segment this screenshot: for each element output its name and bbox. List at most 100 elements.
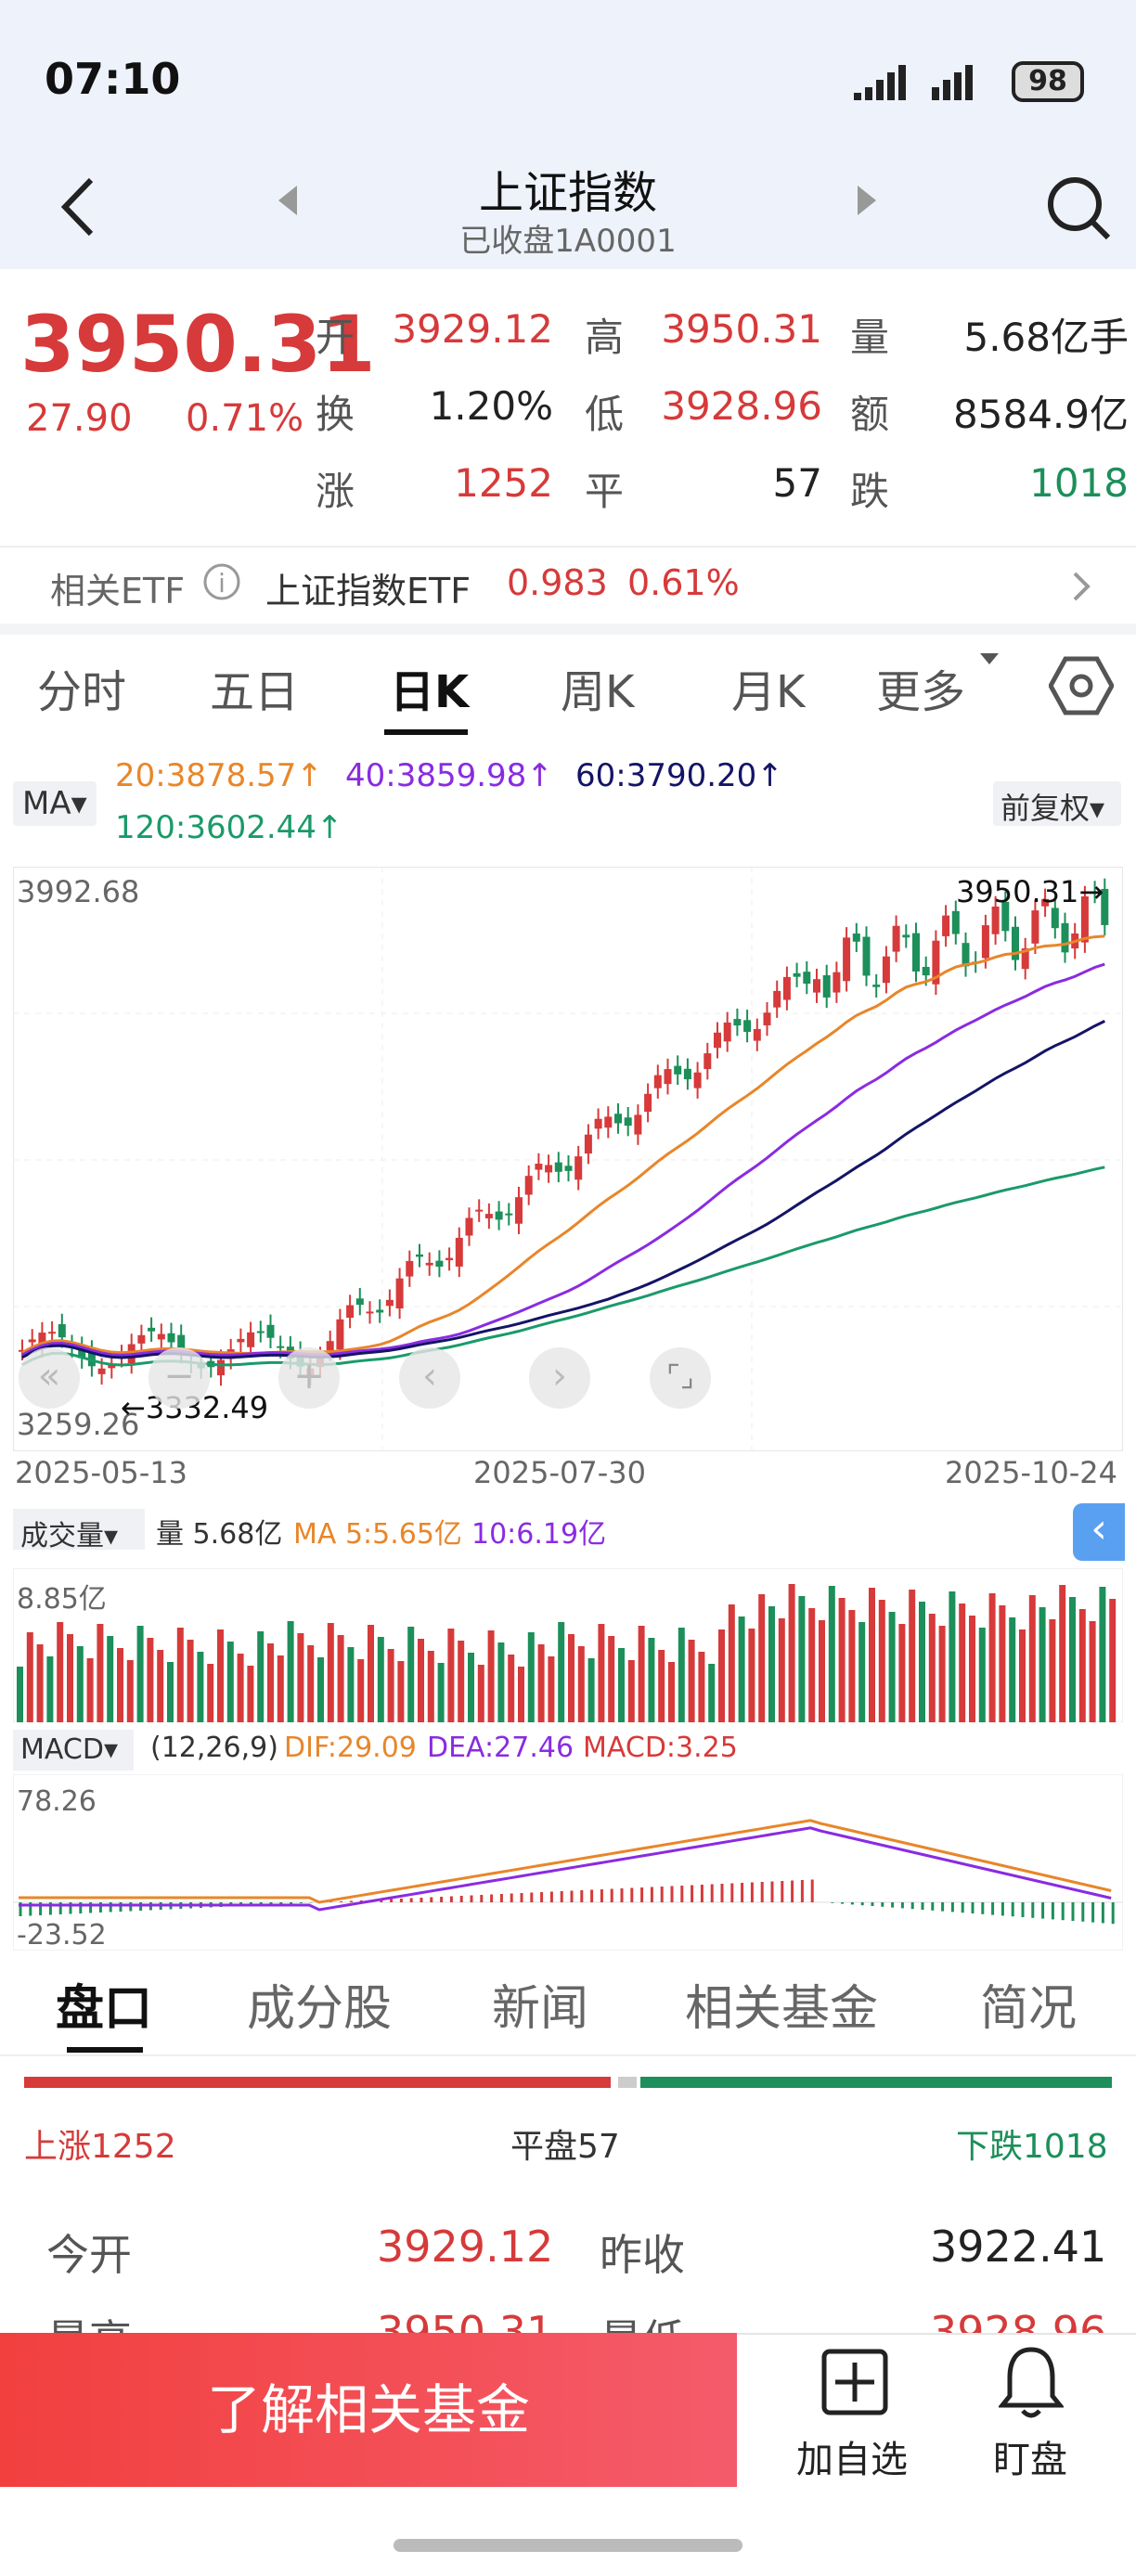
candle-body <box>435 1260 444 1268</box>
quote-label-1: 高 <box>585 315 625 360</box>
volume-bar <box>247 1666 254 1722</box>
scroll-left-icon[interactable]: ‹ <box>399 1347 460 1409</box>
back-icon[interactable] <box>56 174 102 239</box>
search-icon[interactable] <box>1043 173 1114 243</box>
header <box>0 139 1136 269</box>
bottom-tab-4[interactable]: 简况 <box>980 1981 1078 2037</box>
candle-body <box>1061 922 1069 953</box>
volume-bar <box>848 1610 856 1722</box>
candle-body <box>704 1053 712 1070</box>
breadth-flat-bar <box>618 2077 637 2088</box>
battery-icon: 98 <box>1012 61 1084 102</box>
volume-bar <box>337 1635 344 1722</box>
ma20-value: 20:3878.57↑ <box>115 757 323 794</box>
tab-period-1[interactable]: 五日 <box>210 666 300 718</box>
bottom-tab-0[interactable]: 盘口 <box>56 1981 153 2037</box>
candle-body <box>1031 910 1039 944</box>
macd-chart[interactable] <box>13 1774 1123 1951</box>
info-icon[interactable]: i <box>202 562 241 601</box>
bottom-tab-2[interactable]: 新闻 <box>492 1981 589 2037</box>
candle-body <box>475 1209 484 1212</box>
volume-bar <box>226 1642 234 1722</box>
volume-bar <box>407 1627 415 1722</box>
candle-body <box>237 1338 245 1343</box>
volume-bar <box>527 1632 535 1722</box>
volume-bar <box>307 1645 315 1722</box>
candle-body <box>1080 896 1089 943</box>
quote-value-5: 8584.9亿 <box>953 392 1129 437</box>
candle-body <box>355 1298 364 1306</box>
candle-body <box>395 1278 404 1309</box>
ma-selector[interactable]: MA▾ <box>13 781 97 826</box>
learn-funds-button[interactable]: 了解相关基金 <box>0 2333 737 2487</box>
candle-body <box>524 1176 533 1195</box>
settings-icon[interactable] <box>1049 653 1114 718</box>
scroll-right-icon[interactable]: › <box>529 1347 590 1409</box>
price-change-pct: 0.71% <box>186 397 304 440</box>
quote-label-7: 平 <box>585 469 625 514</box>
candle-body <box>574 1156 583 1180</box>
candle-body <box>495 1211 503 1220</box>
date-start: 2025-05-13 <box>15 1455 187 1490</box>
candles <box>19 878 1109 1386</box>
volume-bar <box>688 1640 695 1722</box>
candle-body <box>535 1164 543 1170</box>
breadth-up-bar <box>24 2077 611 2088</box>
prev-stock-icon[interactable] <box>275 182 303 219</box>
ma-line <box>21 934 1105 1355</box>
candle-body <box>87 1350 96 1367</box>
volume-bar <box>357 1659 365 1722</box>
volume-bar <box>477 1665 484 1722</box>
volume-bar <box>808 1608 816 1722</box>
tab-period-4[interactable]: 月K <box>731 666 806 718</box>
candle-body <box>843 937 851 982</box>
scroll-left-fast-icon[interactable]: « <box>19 1347 80 1409</box>
volume-bar <box>76 1646 84 1722</box>
volume-bar <box>618 1648 625 1722</box>
volume-chart[interactable] <box>13 1568 1123 1722</box>
add-watchlist-label[interactable]: 加自选 <box>796 2439 908 2481</box>
tab-period-2[interactable]: 日K <box>390 666 470 718</box>
tab-period-0[interactable]: 分时 <box>37 666 127 718</box>
candle-body <box>882 956 890 984</box>
volume-bar <box>487 1630 495 1722</box>
volume-selector[interactable]: 成交量▾ <box>13 1509 145 1552</box>
ma120-value: 120:3602.44↑ <box>115 809 343 846</box>
volume-bar <box>317 1657 324 1722</box>
candle-body <box>38 1333 46 1347</box>
adjust-selector[interactable]: 前复权▾ <box>993 781 1121 826</box>
candle-body <box>922 966 930 976</box>
ma40-value: 40:3859.98↑ <box>345 757 553 794</box>
candle-body <box>1101 888 1109 925</box>
bell-icon[interactable] <box>999 2344 1064 2422</box>
candle-body <box>991 906 1000 934</box>
zoom-out-icon[interactable]: − <box>148 1347 210 1409</box>
quote-label-5: 额 <box>850 392 890 437</box>
fullscreen-icon[interactable]: ⌜⌟ <box>650 1347 711 1409</box>
breadth-up-label: 上涨1252 <box>24 2128 176 2166</box>
volume-bar <box>1089 1621 1096 1722</box>
candle-body <box>813 979 820 993</box>
bottom-tab-3[interactable]: 相关基金 <box>685 1981 879 2037</box>
volume-bar <box>638 1626 645 1722</box>
collapse-panel-icon[interactable]: ‹ <box>1073 1503 1125 1561</box>
candle-body <box>892 925 900 952</box>
etf-row[interactable] <box>0 546 1136 622</box>
tab-period-3[interactable]: 周K <box>561 666 635 718</box>
zoom-in-icon[interactable]: + <box>278 1347 340 1409</box>
volume-bar <box>999 1605 1006 1722</box>
watch-label[interactable]: 盯盘 <box>993 2439 1067 2481</box>
candle-body <box>445 1257 454 1261</box>
bottom-tab-1[interactable]: 成分股 <box>247 1981 393 2037</box>
volume-bar <box>267 1643 274 1722</box>
macd-selector[interactable]: MACD▾ <box>13 1730 134 1771</box>
add-watchlist-icon[interactable] <box>820 2348 889 2416</box>
volume-bar <box>197 1652 204 1722</box>
candle-body <box>981 925 989 959</box>
next-stock-icon[interactable] <box>852 182 880 219</box>
tab-period-5[interactable]: 更多 <box>876 666 966 718</box>
period-tabs <box>0 624 1136 742</box>
candle-body <box>753 1028 761 1041</box>
status-bar <box>0 0 1136 158</box>
macd-min-label: -23.52 <box>17 1919 107 1951</box>
